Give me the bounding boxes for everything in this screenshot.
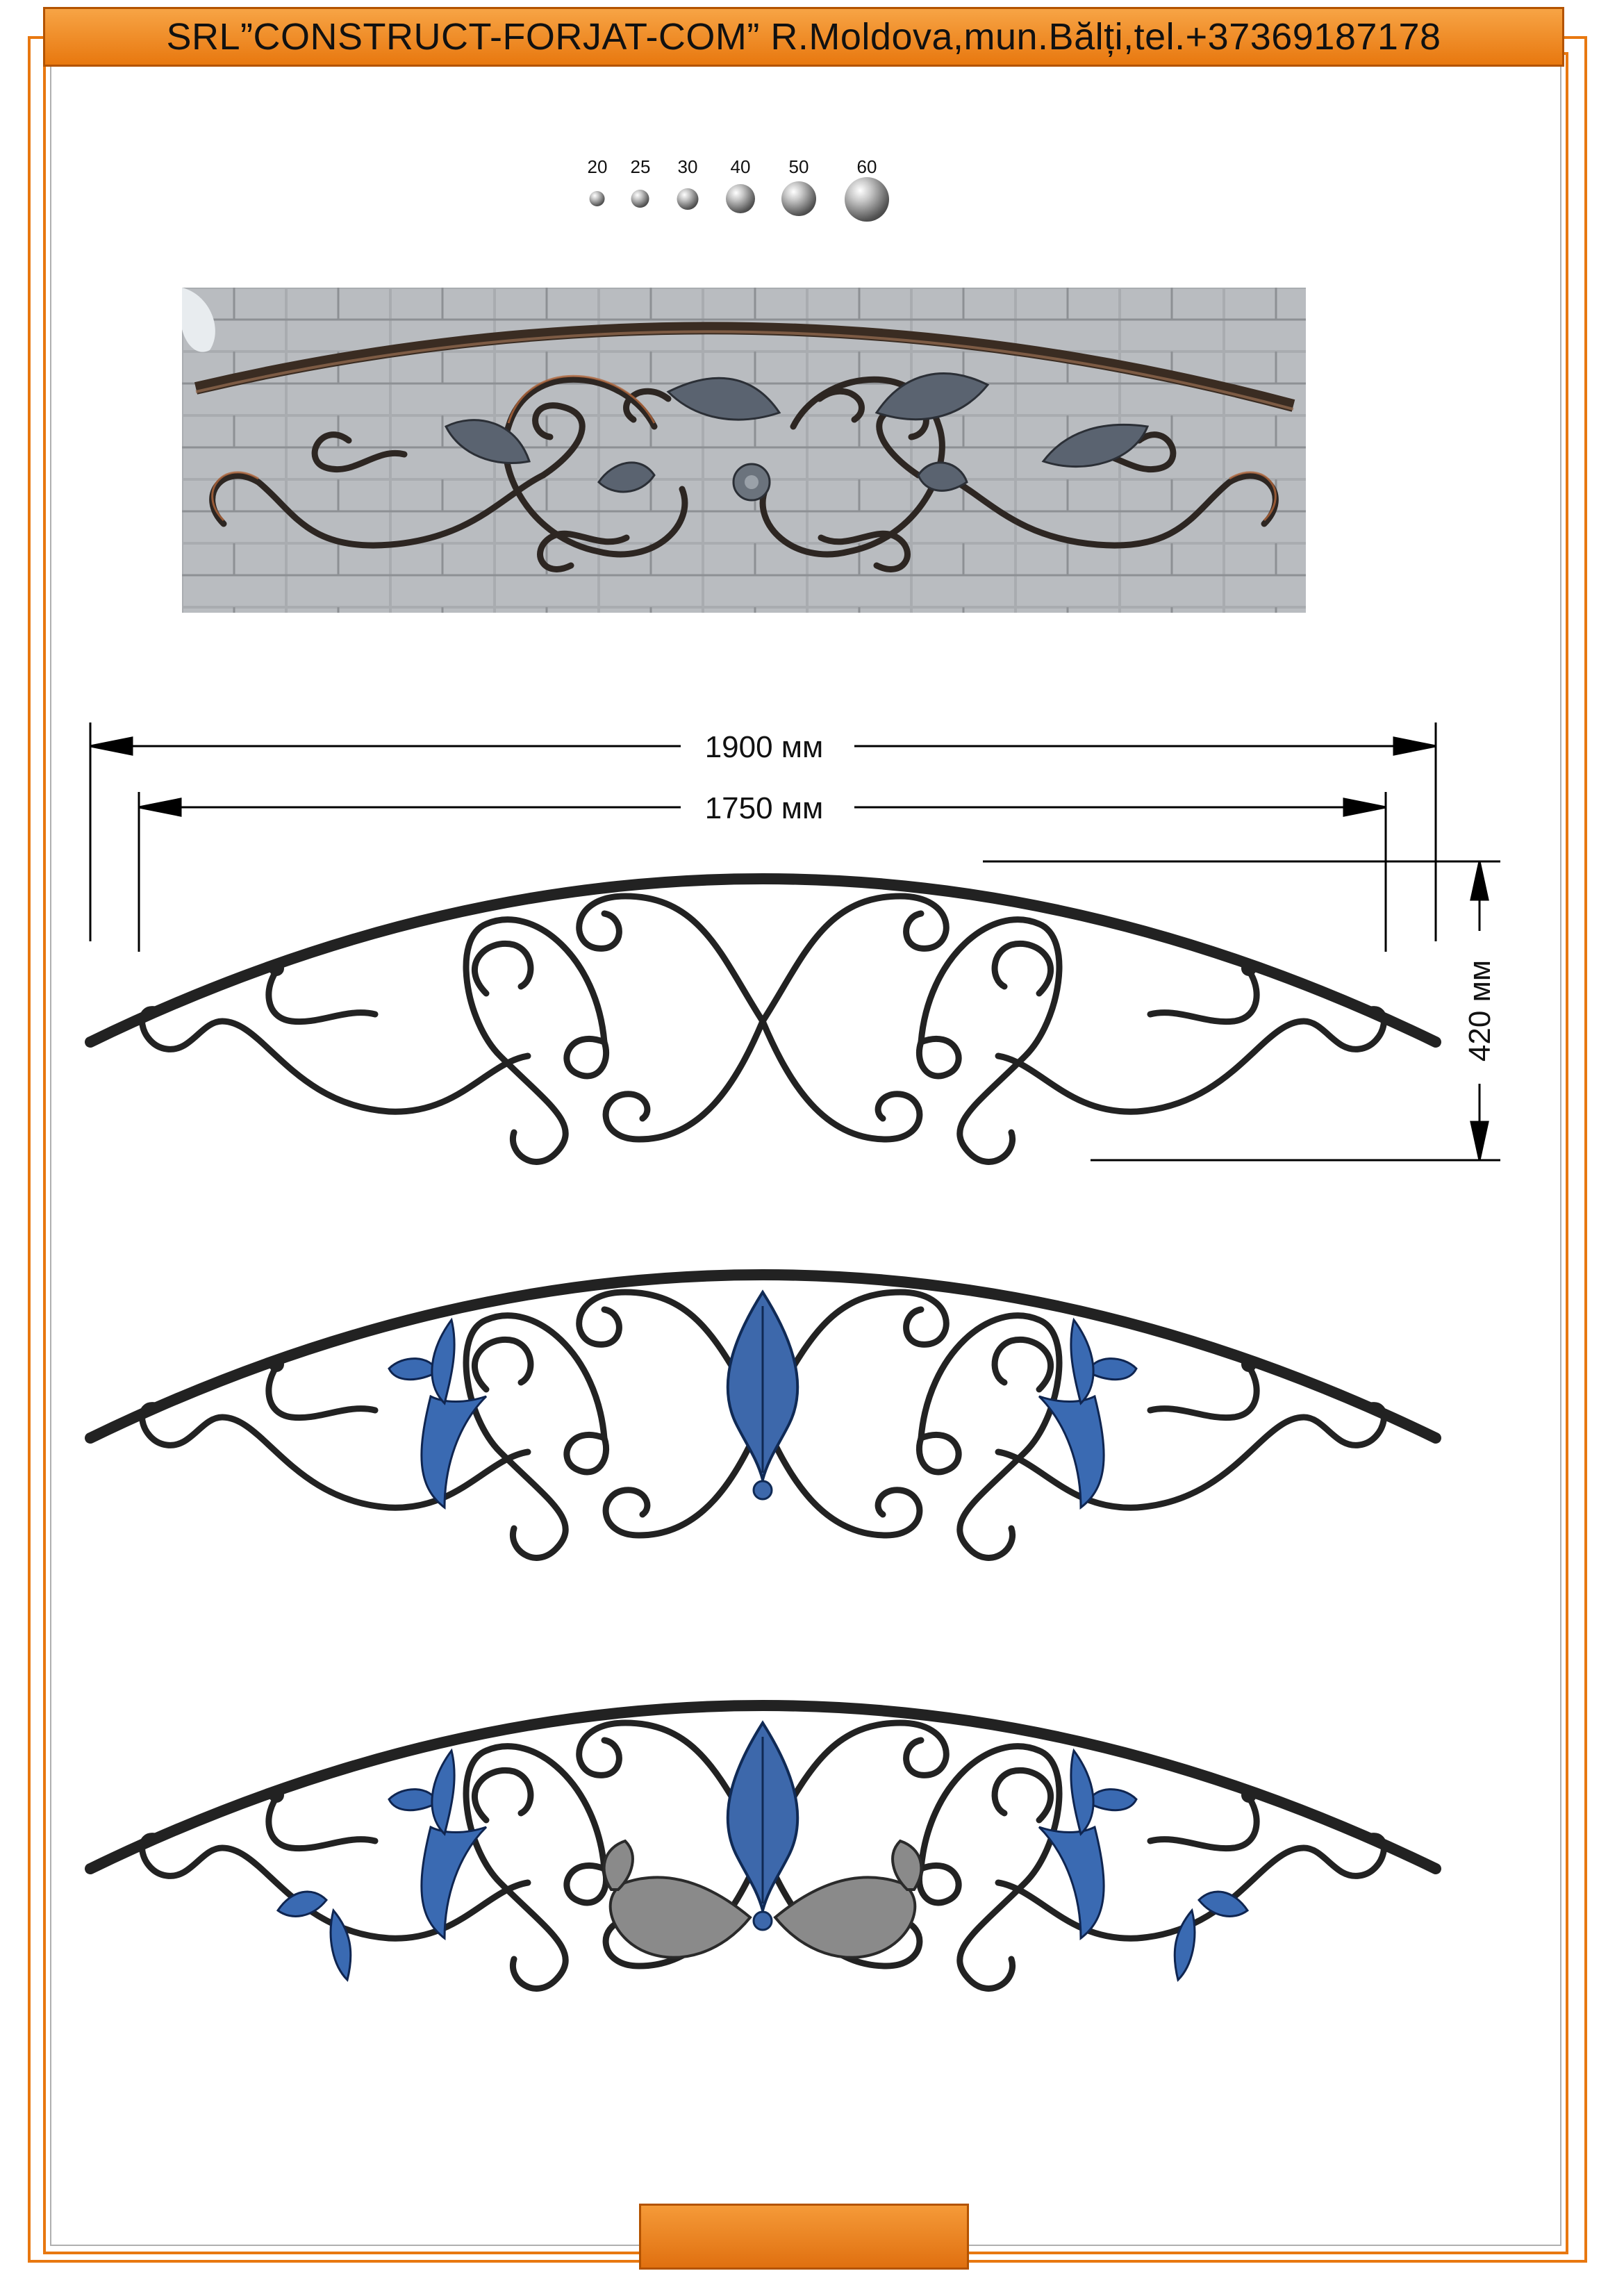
dimension-height: 420 мм	[1463, 960, 1497, 1062]
ornament-with-blue-and-silver-leaves	[0, 1695, 1608, 2084]
ball-size-label: 30	[677, 156, 698, 177]
ball-size-legend: 20 25 30 40 50 60	[570, 156, 917, 240]
dimension-drawing: 1900 мм 1750 мм 420 мм	[0, 722, 1500, 1209]
silver-leaf-right	[773, 1839, 923, 1959]
right-lily-blue	[1038, 1317, 1138, 1510]
center-leaf-blue	[726, 1720, 799, 1931]
ball-size-60: 60	[845, 156, 889, 222]
ball-size-label: 25	[630, 156, 651, 177]
dimension-inner-width: 1750 мм	[705, 791, 824, 825]
ball-size-label: 20	[587, 156, 608, 177]
left-lily-blue	[276, 1748, 488, 1982]
product-photo	[182, 288, 1306, 613]
ball-size-25: 25	[630, 156, 651, 208]
ball-icon	[589, 191, 605, 206]
right-lily-blue	[1038, 1748, 1250, 1982]
ball-icon	[845, 177, 889, 222]
ornament-plain	[90, 879, 1436, 1162]
ball-size-label: 60	[856, 156, 877, 177]
left-lily-blue	[388, 1317, 488, 1510]
dimension-outer-width: 1900 мм	[705, 730, 824, 764]
ball-icon	[781, 181, 816, 216]
company-title: SRL”CONSTRUCT-FORJAT-COM” R.Moldova,mun.…	[166, 16, 1441, 58]
ball-icon	[631, 190, 649, 208]
header-banner: SRL”CONSTRUCT-FORJAT-COM” R.Moldova,mun.…	[43, 7, 1564, 67]
footer-tab	[639, 2204, 969, 2270]
ball-size-40: 40	[726, 156, 755, 213]
ball-icon	[677, 188, 699, 210]
ball-size-label: 40	[730, 156, 751, 177]
ball-size-50: 50	[781, 156, 816, 216]
silver-leaf-left	[602, 1839, 752, 1959]
ball-size-30: 30	[677, 156, 699, 210]
ornament-with-leaves	[0, 1264, 1608, 1626]
ball-icon	[726, 184, 755, 213]
ball-size-label: 50	[788, 156, 809, 177]
center-leaf-blue	[726, 1289, 799, 1501]
ball-size-20: 20	[587, 156, 608, 206]
